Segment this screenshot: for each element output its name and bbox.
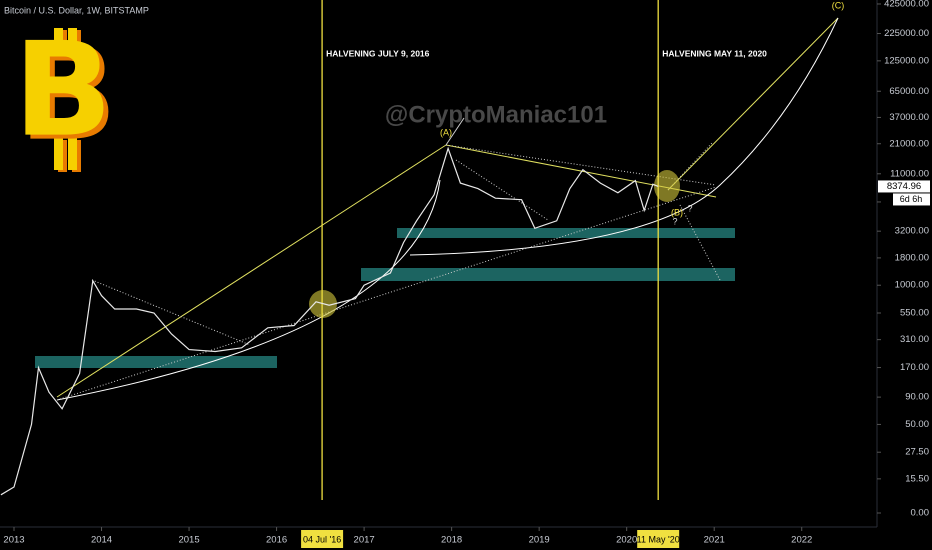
watermark: @CryptoManiac101 — [385, 101, 607, 128]
trend-drawings — [56, 17, 839, 401]
y-tick-label: 0.00 — [911, 508, 930, 519]
y-tick-label: 170.00 — [900, 362, 929, 373]
y-tick-label: 15.50 — [905, 473, 929, 484]
date-flag — [301, 530, 344, 548]
y-tick-label: 27.50 — [905, 447, 929, 458]
support-zone — [397, 228, 735, 238]
x-tick-label: 2016 — [266, 535, 287, 546]
date-flag-label: 04 Jul '16 — [303, 534, 341, 544]
annotation: (A) — [440, 127, 452, 137]
bitcoin-logo: B B — [13, 14, 118, 172]
y-tick-label: 125000.00 — [884, 55, 929, 66]
x-tick-label: 2021 — [704, 535, 725, 546]
x-tick-label: 2022 — [791, 535, 812, 546]
y-tick-label: 37000.00 — [889, 112, 929, 123]
y-tick-label: 425000.00 — [884, 0, 929, 9]
x-tick-label: 2014 — [91, 535, 112, 546]
annotation: (B) — [671, 207, 683, 217]
y-tick-label: 11000.00 — [890, 168, 929, 179]
countdown: 6d 6h — [900, 194, 923, 204]
x-tick-label: 2017 — [354, 535, 375, 546]
y-tick-label: 225000.00 — [884, 28, 929, 39]
annotation: (C) — [832, 0, 845, 10]
countdown-box — [893, 193, 930, 206]
date-flag — [637, 530, 680, 548]
svg-text:B: B — [18, 18, 117, 170]
date-flag-label: 11 May '20 — [637, 534, 680, 544]
x-tick-label: 2015 — [178, 535, 199, 546]
y-tick-label: 90.00 — [905, 392, 929, 403]
y-tick-label: 1000.00 — [895, 280, 929, 291]
y-tick-label: 310.00 — [900, 334, 929, 345]
y-tick-label: 65000.00 — [889, 86, 929, 97]
x-tick-label: 2018 — [441, 535, 462, 546]
x-tick-label: 2013 — [3, 535, 24, 546]
annotation: ? — [672, 216, 677, 226]
halving-label: HALVENING JULY 9, 2016 — [326, 48, 430, 58]
x-tick-label: 2019 — [529, 535, 550, 546]
support-zone — [361, 268, 735, 281]
y-tick-label: 21000.00 — [889, 138, 929, 149]
price-label-box — [878, 180, 930, 193]
support-zone — [35, 356, 277, 368]
x-tick-label: 2020 — [616, 535, 637, 546]
annotation: ? — [687, 203, 692, 213]
chart-title: Bitcoin / U.S. Dollar, 1W, BITSTAMP — [4, 5, 149, 15]
y-tick-label: 50.00 — [905, 419, 929, 430]
y-tick-label: 1800.00 — [895, 252, 929, 263]
halving-label: HALVENING MAY 11, 2020 — [662, 48, 767, 58]
price-line — [0, 146, 659, 496]
svg-text:B: B — [13, 14, 112, 166]
y-tick-label: 3200.00 — [895, 226, 929, 237]
y-tick-label: 550.00 — [900, 308, 929, 319]
last-price-label: 8374.96 — [887, 181, 921, 192]
